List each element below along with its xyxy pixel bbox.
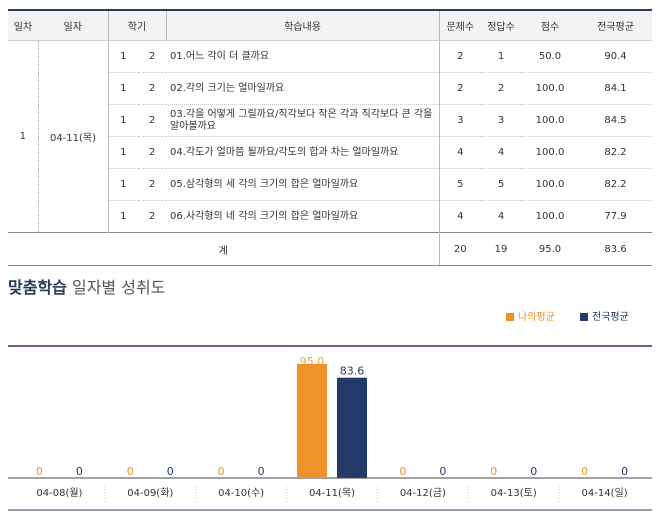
data-label-national: 0 bbox=[258, 465, 265, 478]
score-table: 일차 일자 학기 학습내용 문제수 정답수 점수 전국평균 1 04-11(목)… bbox=[8, 9, 652, 266]
correct-cell: 2 bbox=[481, 72, 521, 105]
score-cell: 100.0 bbox=[521, 104, 579, 137]
data-label-mine: 0 bbox=[127, 465, 134, 478]
national-avg-cell: 84.5 bbox=[579, 104, 652, 137]
score-cell: 100.0 bbox=[521, 136, 579, 169]
content-cell: 06.사각형의 네 각의 크기의 합은 얼마일까요 bbox=[166, 200, 439, 233]
header-date: 일자 bbox=[38, 9, 108, 41]
semester-cell: 1 bbox=[107, 104, 138, 137]
legend-mine-label: 나의평균 bbox=[518, 312, 555, 323]
x-tick-label: 04-12(금) bbox=[400, 487, 446, 499]
national-avg-cell: 84.1 bbox=[579, 72, 652, 105]
questions-cell: 2 bbox=[438, 72, 481, 105]
header-semester: 학기 bbox=[107, 9, 166, 41]
content-cell: 01.어느 각이 더 클까요 bbox=[166, 40, 439, 73]
score-cell: 100.0 bbox=[521, 200, 579, 233]
score-cell: 50.0 bbox=[521, 40, 579, 73]
x-tick-label: 04-14(일) bbox=[582, 487, 628, 499]
chart-title: 맞춤학습 일자별 성취도 bbox=[8, 274, 165, 298]
legend-mine-swatch bbox=[506, 313, 514, 321]
data-label-national: 0 bbox=[167, 465, 174, 478]
data-label-mine: 0 bbox=[36, 465, 43, 478]
national-avg-cell: 77.9 bbox=[579, 200, 652, 233]
table-row: 1 2 05.삼각형의 세 각의 크기의 합은 얼마일까요 5 5 100.0 … bbox=[8, 168, 652, 201]
x-tick-label: 04-09(화) bbox=[127, 487, 173, 499]
content-cell: 04.각도가 얼마쯤 될까요/각도의 합과 차는 얼마일까요 bbox=[166, 136, 439, 169]
header-score: 점수 bbox=[521, 9, 579, 41]
day-cell: 1 bbox=[8, 40, 38, 233]
table-row: 1 2 04.각도가 얼마쯤 될까요/각도의 합과 차는 얼마일까요 4 4 1… bbox=[8, 136, 652, 169]
bar-mine bbox=[297, 364, 327, 478]
data-label-mine: 0 bbox=[399, 465, 406, 478]
bar-national bbox=[337, 377, 367, 478]
correct-cell: 4 bbox=[481, 200, 521, 233]
chart-title-rest: 일자별 성취도 bbox=[71, 278, 166, 297]
content-cell: 05.삼각형의 세 각의 크기의 합은 얼마일까요 bbox=[166, 168, 439, 201]
data-label-national: 83.6 bbox=[340, 365, 365, 378]
semester-cell: 1 bbox=[107, 168, 138, 201]
semester-cell: 1 bbox=[107, 40, 138, 73]
correct-cell: 4 bbox=[481, 136, 521, 169]
total-score: 95.0 bbox=[521, 232, 579, 266]
table-row: 1 2 02.각의 크기는 얼마일까요 2 2 100.0 84.1 bbox=[8, 72, 652, 105]
data-label-national: 0 bbox=[439, 465, 446, 478]
table-header-row: 일차 일자 학기 학습내용 문제수 정답수 점수 전국평균 bbox=[8, 9, 652, 41]
total-national-avg: 83.6 bbox=[579, 232, 652, 266]
data-label-mine: 0 bbox=[490, 465, 497, 478]
header-national-avg: 전국평균 bbox=[579, 9, 652, 41]
term-cell: 2 bbox=[138, 40, 166, 73]
score-cell: 100.0 bbox=[521, 168, 579, 201]
questions-cell: 5 bbox=[438, 168, 481, 201]
achievement-chart: 0 0 04-08(월) 0 0 04-09(화) 0 0 04-10(수) 95.0 83.6 04… bbox=[8, 345, 652, 511]
correct-cell: 3 bbox=[481, 104, 521, 137]
questions-cell: 2 bbox=[438, 40, 481, 73]
header-content: 학습내용 bbox=[165, 9, 439, 41]
data-label-mine: 0 bbox=[581, 465, 588, 478]
x-tick-label: 04-08(월) bbox=[36, 487, 82, 499]
content-cell: 02.각의 크기는 얼마일까요 bbox=[166, 72, 439, 105]
national-avg-cell: 90.4 bbox=[579, 40, 652, 73]
questions-cell: 3 bbox=[438, 104, 481, 137]
header-day: 일차 bbox=[8, 9, 38, 41]
table-row: 1 2 03.각을 어떻게 그릴까요/직각보다 작은 각과 직각보다 큰 각을 … bbox=[8, 104, 652, 137]
data-label-national: 0 bbox=[530, 465, 537, 478]
term-cell: 2 bbox=[138, 136, 166, 169]
data-label-mine: 95.0 bbox=[300, 355, 325, 368]
legend-national-label: 전국평균 bbox=[592, 312, 629, 323]
semester-cell: 1 bbox=[107, 72, 138, 105]
total-label: 계 bbox=[8, 232, 439, 266]
date-cell: 04-11(목) bbox=[37, 40, 108, 233]
national-avg-cell: 82.2 bbox=[579, 136, 652, 169]
table-row: 1 04-11(목) 1 2 01.어느 각이 더 클까요 2 1 50.0 9… bbox=[8, 40, 652, 233]
chart-title-bold: 맞춤학습 bbox=[8, 278, 67, 297]
national-avg-cell: 82.2 bbox=[579, 168, 652, 201]
semester-cell: 1 bbox=[107, 200, 138, 233]
questions-cell: 4 bbox=[438, 200, 481, 233]
legend-mine: 나의평균 bbox=[506, 308, 555, 323]
x-tick-label: 04-11(목) bbox=[309, 487, 355, 499]
header-correct: 정답수 bbox=[481, 9, 521, 41]
header-questions: 문제수 bbox=[438, 9, 481, 41]
semester-cell: 1 bbox=[107, 136, 138, 169]
legend-national-swatch bbox=[580, 313, 588, 321]
term-cell: 2 bbox=[138, 104, 166, 137]
data-label-national: 0 bbox=[621, 465, 628, 478]
score-cell: 100.0 bbox=[521, 72, 579, 105]
table-row: 1 2 06.사각형의 네 각의 크기의 합은 얼마일까요 4 4 100.0 … bbox=[8, 200, 652, 233]
x-tick-label: 04-10(수) bbox=[218, 487, 264, 499]
correct-cell: 5 bbox=[481, 168, 521, 201]
data-label-national: 0 bbox=[76, 465, 83, 478]
content-cell: 03.각을 어떻게 그릴까요/직각보다 작은 각과 직각보다 큰 각을 알아볼까… bbox=[166, 104, 439, 137]
term-cell: 2 bbox=[138, 168, 166, 201]
term-cell: 2 bbox=[138, 200, 166, 233]
questions-cell: 4 bbox=[438, 136, 481, 169]
total-correct: 19 bbox=[481, 232, 521, 266]
total-row: 계 20 19 95.0 83.6 bbox=[8, 232, 652, 266]
correct-cell: 1 bbox=[481, 40, 521, 73]
total-questions: 20 bbox=[438, 232, 481, 266]
term-cell: 2 bbox=[138, 72, 166, 105]
data-label-mine: 0 bbox=[218, 465, 225, 478]
legend-national: 전국평균 bbox=[580, 308, 629, 323]
x-tick-label: 04-13(토) bbox=[491, 488, 537, 499]
